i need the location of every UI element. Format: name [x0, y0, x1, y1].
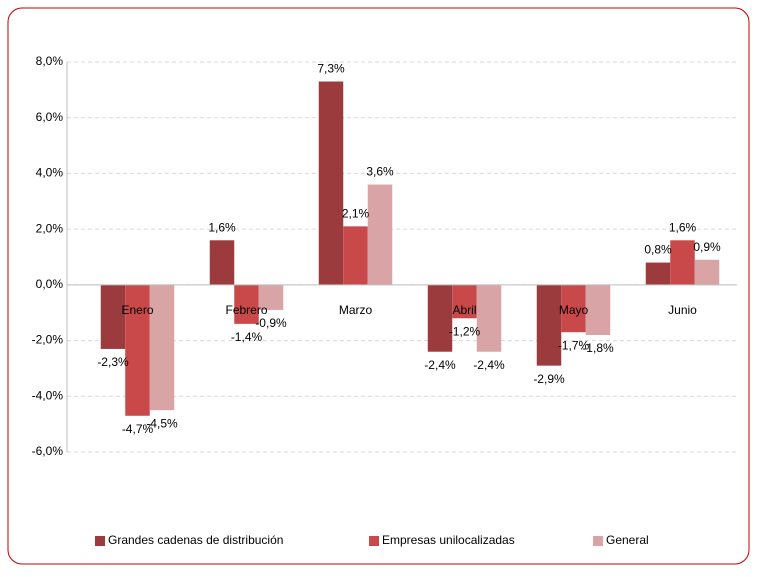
data-label: -1,7% [558, 338, 590, 352]
legend-swatch [95, 536, 105, 546]
data-label: -4,7% [122, 422, 154, 436]
bar [585, 284, 611, 335]
y-tick-label: -2,0% [32, 333, 64, 347]
data-label: -4,5% [146, 416, 178, 430]
data-label: 3,6% [366, 165, 394, 179]
bar [149, 284, 175, 411]
bar [318, 81, 344, 285]
bar [125, 284, 150, 416]
data-label: -1,4% [231, 330, 263, 344]
y-tick-label: 0,0% [36, 277, 64, 291]
data-label: -2,4% [424, 358, 456, 372]
y-tick-label: -4,0% [32, 388, 64, 402]
data-label: 0,8% [644, 243, 672, 257]
y-tick-label: 4,0% [36, 166, 64, 180]
x-tick-label: Marzo [339, 303, 373, 317]
bar [476, 284, 502, 352]
chart-border [7, 7, 750, 565]
data-label: 1,6% [669, 220, 697, 234]
data-label: -2,3% [97, 355, 129, 369]
data-label: 7,3% [317, 62, 345, 76]
data-label: -1,8% [582, 341, 614, 355]
x-tick-label: Abril [452, 303, 476, 317]
y-tick-label: -6,0% [32, 444, 64, 458]
bar [536, 284, 562, 366]
data-label: 0,9% [693, 240, 721, 254]
bar [427, 284, 453, 352]
data-label: 2,1% [342, 207, 370, 221]
y-tick-label: 2,0% [36, 221, 64, 235]
legend-swatch [369, 536, 379, 546]
bar [561, 284, 586, 333]
legend-label: General [606, 533, 649, 547]
legend-swatch [593, 536, 603, 546]
bar [234, 284, 259, 324]
bar [367, 184, 393, 285]
bar [209, 240, 235, 285]
bar [343, 226, 368, 285]
x-tick-label: Febrero [225, 303, 267, 317]
y-tick-label: 8,0% [36, 54, 64, 68]
bar [452, 284, 477, 319]
bar [100, 284, 126, 349]
legend-label: Empresas unilocalizadas [382, 533, 515, 547]
data-label: 1,6% [208, 220, 236, 234]
x-tick-label: Enero [121, 303, 153, 317]
legend-label: Grandes cadenas de distribución [108, 533, 283, 547]
bar [258, 284, 284, 310]
data-label: -0,9% [255, 316, 287, 330]
data-label: -2,9% [533, 372, 565, 386]
data-label: -2,4% [473, 358, 505, 372]
data-label: -1,2% [449, 324, 481, 338]
x-tick-label: Mayo [559, 303, 589, 317]
bar [645, 262, 671, 285]
x-tick-label: Junio [668, 303, 697, 317]
y-tick-label: 6,0% [36, 110, 64, 124]
bar [670, 240, 695, 285]
bar [694, 259, 720, 285]
